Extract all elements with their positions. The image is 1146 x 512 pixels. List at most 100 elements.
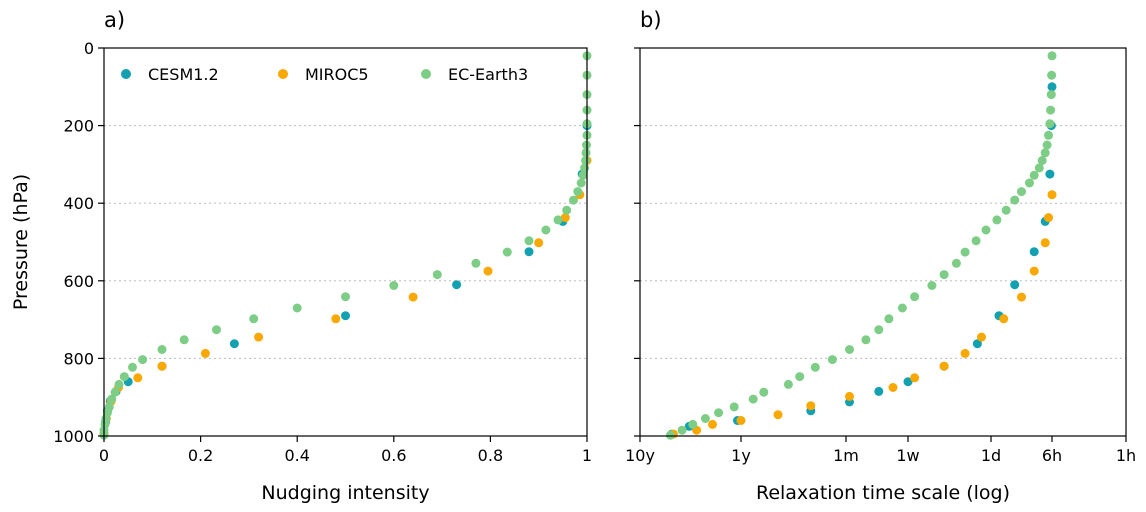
- data-point: [971, 236, 981, 246]
- data-point: [553, 215, 563, 225]
- data-point: [1017, 187, 1026, 197]
- data-point: [1017, 292, 1026, 302]
- y-tick-label: 200: [63, 117, 94, 136]
- data-point: [1047, 190, 1057, 200]
- data-point: [960, 348, 970, 358]
- y-tick-label: 1000: [53, 427, 94, 446]
- data-point: [810, 362, 820, 372]
- data-point: [665, 430, 675, 440]
- panel-a: 0 200 400 600 800 1000 0 0.2 0.4 0.6 0.8 1 Nudging i…: [10, 8, 592, 504]
- data-point: [452, 280, 462, 290]
- data-point: [759, 387, 769, 397]
- legend-label: EC-Earth3: [448, 65, 528, 84]
- data-point: [573, 187, 583, 197]
- x-tick-label: 0.6: [381, 446, 406, 465]
- y-tick-label: 800: [63, 349, 94, 368]
- data-point: [977, 332, 986, 342]
- data-point: [888, 383, 898, 392]
- data-point: [581, 156, 591, 165]
- legend-marker: [121, 69, 131, 79]
- data-point: [179, 335, 189, 345]
- x-tick-label: 10y: [625, 446, 655, 465]
- data-point: [999, 314, 1009, 324]
- x-tick-label: 1w: [896, 446, 919, 465]
- data-point: [292, 303, 302, 313]
- data-point: [1047, 70, 1057, 80]
- panel-label: b): [640, 8, 662, 32]
- data-point: [1045, 169, 1055, 179]
- data-point: [845, 391, 854, 401]
- x-tick-label: 0.4: [284, 446, 309, 465]
- data-point: [1010, 195, 1020, 205]
- data-point: [927, 281, 937, 290]
- data-point: [1046, 105, 1056, 115]
- data-point: [1010, 280, 1020, 290]
- data-point: [581, 148, 591, 158]
- data-point: [157, 361, 167, 371]
- data-point: [119, 372, 129, 382]
- data-point: [341, 292, 350, 302]
- x-tick-label: 0: [99, 446, 109, 465]
- panel-label: a): [104, 8, 125, 32]
- data-point: [212, 325, 221, 335]
- data-point: [748, 394, 758, 404]
- x-tick-label: 0.8: [478, 446, 503, 465]
- data-point: [874, 386, 884, 396]
- data-point: [939, 270, 949, 280]
- data-point: [951, 258, 961, 268]
- data-point: [729, 402, 739, 412]
- data-point: [110, 387, 120, 397]
- data-point: [1046, 90, 1056, 100]
- legend-label: CESM1.2: [148, 65, 219, 84]
- data-point: [714, 408, 724, 418]
- data-point: [1040, 148, 1050, 158]
- data-point: [1029, 170, 1039, 180]
- data-point: [408, 292, 418, 302]
- data-point: [502, 247, 512, 257]
- data-point: [114, 379, 124, 389]
- x-tick-label: 0.2: [188, 446, 213, 465]
- data-point: [1025, 178, 1034, 188]
- data-point: [910, 373, 920, 383]
- data-point: [736, 416, 746, 425]
- data-point: [560, 213, 570, 223]
- data-point: [677, 425, 687, 435]
- x-tick-label: 1h: [1116, 446, 1136, 465]
- data-point: [138, 355, 148, 365]
- data-point: [972, 339, 982, 349]
- data-point: [483, 266, 493, 276]
- data-point: [960, 247, 970, 257]
- x-axis-label: Nudging intensity: [261, 482, 429, 504]
- data-point: [1037, 156, 1047, 165]
- data-point: [861, 335, 871, 345]
- data-point: [827, 355, 837, 365]
- data-point: [708, 419, 717, 429]
- data-point: [569, 195, 578, 205]
- data-point: [1040, 238, 1050, 248]
- data-point: [1044, 213, 1053, 223]
- data-point: [1029, 266, 1039, 276]
- x-tick-label: 1d: [981, 446, 1001, 465]
- data-point: [128, 362, 137, 372]
- data-point: [249, 314, 259, 324]
- y-tick-label: 0: [84, 39, 94, 58]
- data-point: [1045, 119, 1055, 129]
- data-point: [471, 258, 481, 268]
- data-point: [432, 270, 442, 280]
- data-point: [578, 170, 588, 180]
- data-point: [524, 247, 534, 257]
- data-point: [576, 178, 586, 188]
- data-point: [524, 236, 534, 246]
- data-point: [200, 348, 210, 358]
- legend-entry: MIROC5: [278, 65, 369, 84]
- data-point: [910, 292, 920, 302]
- legend-entry: CESM1.2: [121, 65, 219, 84]
- data-point: [1044, 130, 1053, 140]
- data-point: [795, 372, 805, 382]
- data-point: [1029, 247, 1039, 257]
- data-point: [331, 314, 341, 324]
- data-point: [157, 345, 167, 354]
- series-cesm1-2: [667, 82, 1057, 439]
- data-point: [1047, 51, 1057, 61]
- data-point: [254, 332, 264, 342]
